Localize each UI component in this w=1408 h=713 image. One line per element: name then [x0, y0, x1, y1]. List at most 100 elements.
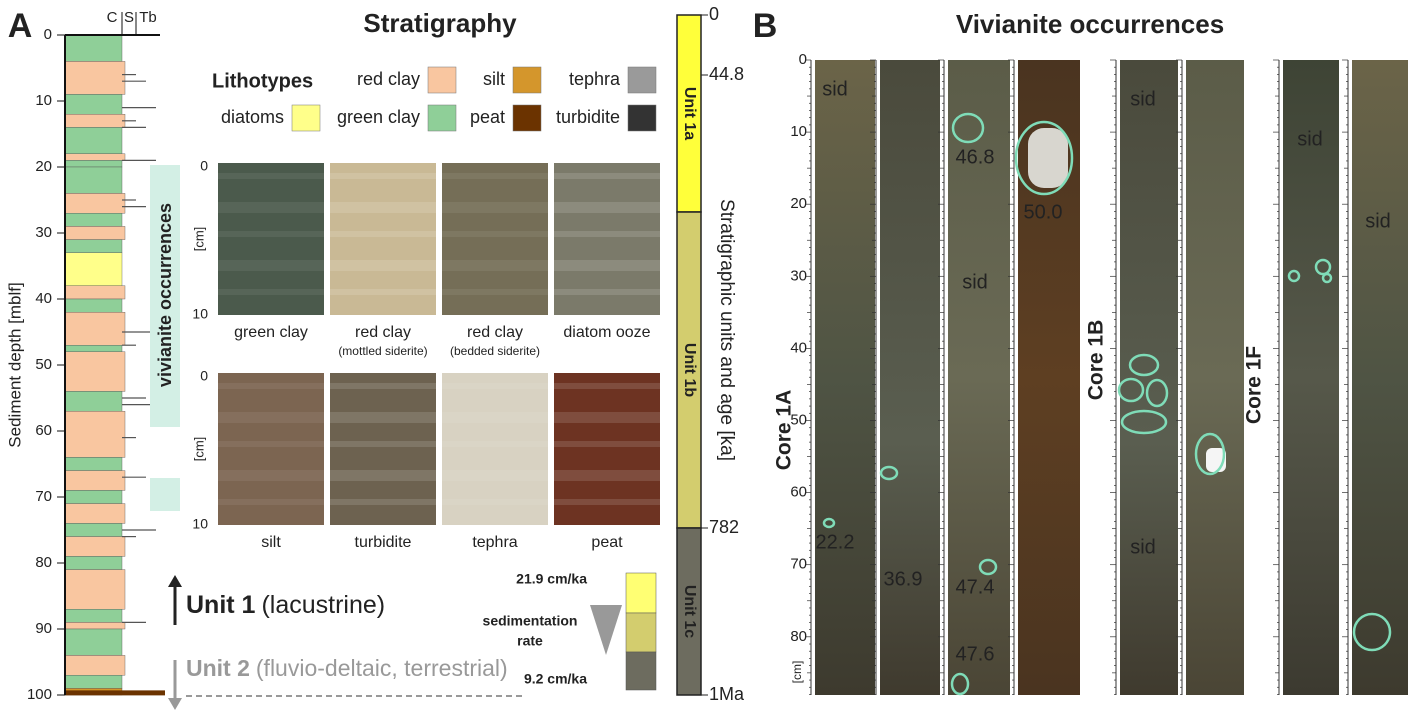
age-label: 44.8	[709, 64, 744, 84]
photo-depth-tick: 10	[192, 516, 208, 532]
photo-texture	[218, 412, 324, 423]
photo-label: tephra	[472, 534, 517, 551]
photo-texture	[330, 260, 436, 271]
lithology-layer	[65, 411, 125, 457]
photo-texture	[554, 412, 660, 423]
photo-texture	[442, 499, 548, 505]
panel-label: A	[8, 7, 33, 45]
photo-texture	[330, 499, 436, 505]
legend-swatch	[513, 67, 541, 93]
rate-bar	[626, 573, 656, 613]
legend-label: green clay	[337, 107, 420, 127]
column-header: S	[124, 9, 134, 26]
core-section	[1186, 60, 1244, 695]
photo-texture	[330, 470, 436, 481]
photo-texture	[442, 289, 548, 295]
photo-depth-tick: 10	[192, 306, 208, 322]
lithology-layer	[65, 345, 122, 352]
core-section	[815, 60, 875, 695]
figure: AStratigraphyCSTb0102030405060708090100S…	[0, 0, 1408, 713]
photo-texture	[442, 383, 548, 389]
legend-swatch	[628, 67, 656, 93]
photo-texture	[554, 202, 660, 213]
photo-texture	[554, 173, 660, 179]
depth-tick-label: 80	[790, 628, 807, 645]
photo-texture	[554, 441, 660, 447]
title: Stratigraphy	[363, 8, 517, 38]
lithology-layer	[65, 655, 125, 675]
rate-triangle	[590, 605, 622, 655]
photo-label: silt	[261, 534, 281, 551]
photo-texture	[218, 441, 324, 447]
photo-label: diatom ooze	[563, 324, 650, 341]
photo-texture	[218, 470, 324, 481]
lithology-layer	[65, 523, 122, 536]
lithology-layer	[65, 312, 125, 345]
photo-texture	[330, 412, 436, 423]
photo-texture	[442, 470, 548, 481]
lithology-layer	[65, 127, 122, 153]
units-bar-label: Stratigraphic units and age [ka]	[716, 199, 737, 461]
vivianite-label: vivianite occurrences	[155, 203, 175, 387]
rate-max: 21.9 cm/ka	[516, 571, 587, 587]
photo-texture	[330, 173, 436, 179]
lithology-layer	[65, 35, 122, 61]
core-annotation: sid	[1130, 88, 1156, 110]
lithology-layer	[65, 286, 125, 299]
lithology-layer	[65, 490, 122, 503]
photo-texture	[218, 383, 324, 389]
core-annotation: 47.6	[956, 643, 995, 665]
page: { "panel_a": { "label": "A", "title": "S…	[0, 0, 1408, 713]
photo-depth-tick: 0	[200, 158, 208, 174]
depth-tick-label: 60	[790, 484, 807, 501]
lithology-layer	[65, 556, 122, 569]
unit1: Unit 1(lacustrine)	[186, 591, 385, 619]
depth-tick-label: 20	[790, 195, 807, 212]
depth-tick-label: 70	[790, 556, 807, 573]
rate-label: rate	[517, 633, 543, 649]
photo-texture	[218, 289, 324, 295]
legend-label: peat	[470, 107, 505, 127]
photo-texture	[218, 173, 324, 179]
core-label: Core 1B	[1085, 320, 1108, 401]
lithology-layer	[65, 61, 125, 94]
depth-tick-label: 0	[799, 51, 807, 68]
core-section	[880, 60, 940, 695]
lithology-layer	[65, 213, 122, 226]
core-section	[1352, 60, 1408, 695]
photo-texture	[218, 499, 324, 505]
photo-texture	[554, 231, 660, 237]
rate-bar	[626, 613, 656, 652]
lithology-layer	[65, 160, 122, 167]
vivianite-nodule	[1028, 128, 1068, 188]
core-annotation: sid	[1365, 210, 1391, 232]
photo-texture	[554, 260, 660, 271]
lithology-layer	[65, 193, 125, 213]
rate-bar	[626, 652, 656, 690]
lithology-layer	[65, 253, 122, 286]
lithology-layer	[65, 675, 122, 688]
age-label: 782	[709, 517, 739, 537]
unit2: Unit 2(fluvio-deltaic, terrestrial)	[186, 655, 508, 681]
photo-label: turbidite	[355, 534, 412, 551]
core-annotation: sid	[822, 78, 848, 100]
lithology-layer	[65, 299, 122, 312]
legend-label: tephra	[569, 69, 621, 89]
core-annotation: 22.2	[816, 531, 855, 553]
depth-tick-label: 40	[790, 339, 807, 356]
photo-texture	[442, 231, 548, 237]
depth-tick-label: 20	[35, 158, 52, 175]
photo-texture	[330, 383, 436, 389]
lithology-layer	[65, 240, 122, 253]
lithology-layer	[65, 94, 122, 114]
unit-label: Unit 1b	[681, 343, 698, 397]
photo-texture	[330, 441, 436, 447]
title: Vivianite occurrences	[956, 9, 1224, 39]
lithology-layer	[65, 457, 122, 470]
peat-base	[65, 690, 165, 695]
photo-texture	[330, 202, 436, 213]
depth-tick-label: 80	[35, 554, 52, 571]
photo-depth-unit: [cm]	[191, 437, 206, 462]
lithology-layer	[65, 154, 125, 161]
legend-label: silt	[483, 69, 505, 89]
